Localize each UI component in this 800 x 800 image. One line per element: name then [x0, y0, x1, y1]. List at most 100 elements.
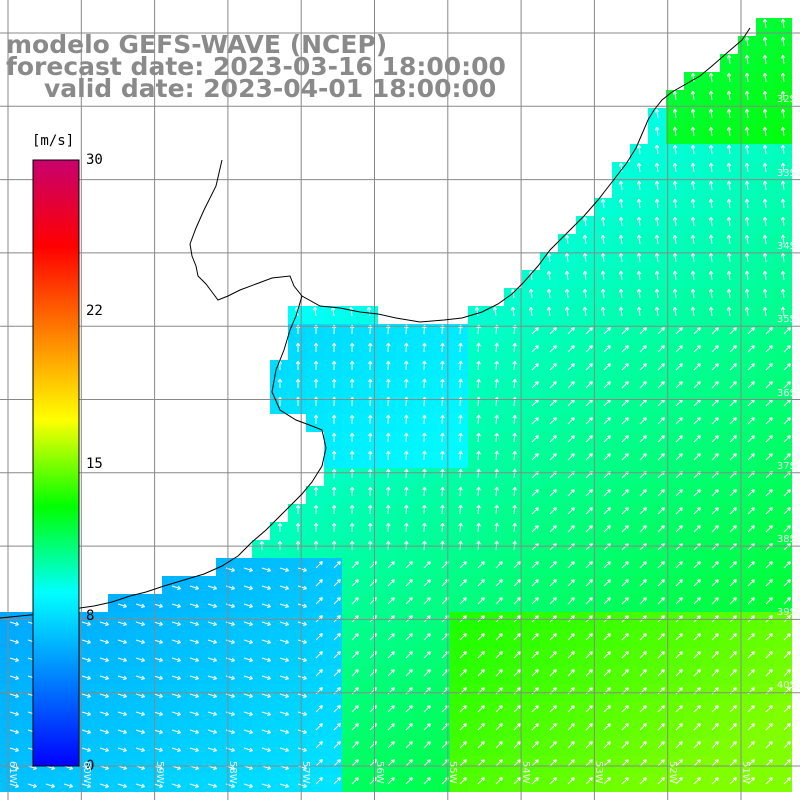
wind-arrow-head [285, 747, 289, 752]
wind-arrow-head [606, 741, 611, 746]
wind-arrow-head [780, 36, 786, 41]
wind-arrow [729, 777, 737, 785]
wind-arrow-head [390, 741, 395, 746]
wind-arrow [693, 525, 701, 533]
wind-arrow-head [654, 288, 660, 293]
wind-arrow-head [744, 144, 750, 149]
wind-arrow-head [696, 561, 701, 566]
wind-arrow-head [786, 723, 791, 728]
wind-arrow-head [618, 216, 624, 221]
wind-arrow-head [267, 729, 271, 734]
wind-arrow [603, 489, 611, 497]
wind-arrow-head [762, 162, 768, 167]
wind-arrow-head [750, 723, 755, 728]
wind-arrow [279, 603, 289, 608]
wind-arrow [764, 163, 767, 173]
wind-arrow [153, 639, 163, 644]
wind-arrow-head [159, 693, 163, 698]
wind-arrow [297, 747, 307, 752]
wind-arrow [459, 414, 462, 425]
wind-arrow [207, 711, 217, 716]
wind-arrow-head [15, 657, 19, 662]
wind-arrow-head [696, 345, 701, 350]
wind-arrow-head [570, 345, 575, 350]
wind-arrow [279, 711, 289, 716]
wind-arrow-head [654, 162, 660, 167]
wind-arrow [764, 91, 767, 101]
wind-arrow [711, 435, 719, 443]
wind-arrow-head [660, 345, 665, 350]
wind-arrow [674, 271, 677, 281]
wind-arrow [531, 759, 539, 767]
wind-arrow-head [303, 711, 307, 716]
wind-arrow-head [588, 507, 593, 512]
wind-arrow [171, 603, 181, 608]
wind-arrow [423, 540, 426, 551]
wind-arrow [584, 235, 587, 245]
wind-arrow [405, 522, 407, 533]
wind-arrow [333, 651, 341, 659]
wind-arrow-head [213, 711, 217, 716]
wind-arrow [782, 307, 785, 317]
wind-arrow [495, 633, 503, 641]
wind-arrow [405, 414, 407, 425]
wind-arrow-head [768, 417, 773, 422]
wind-arrow-head [195, 783, 199, 788]
wind-arrow-head [636, 252, 642, 257]
wind-arrow [477, 486, 480, 497]
wind-arrow [171, 621, 181, 626]
wind-arrow-head [714, 381, 719, 386]
wind-arrow-head [367, 522, 373, 527]
wind-arrow [477, 540, 480, 551]
wind-arrow [261, 747, 271, 752]
wind-arrow [638, 217, 641, 227]
wind-arrow [117, 639, 127, 644]
wind-arrow [477, 522, 480, 533]
wind-arrow [423, 522, 426, 533]
wind-arrow-head [354, 633, 359, 638]
wind-arrow [351, 669, 359, 677]
wind-arrow-head [498, 669, 503, 674]
wind-arrow [477, 396, 480, 407]
wind-arrow-head [660, 615, 665, 620]
wind-arrow [783, 651, 791, 659]
wind-arrow-head [606, 453, 611, 458]
wind-arrow-head [744, 252, 750, 257]
wind-arrow-head [285, 603, 289, 608]
wind-arrow-head [331, 522, 337, 527]
wind-arrow [513, 415, 516, 425]
wind-arrow [441, 396, 444, 407]
wind-arrow [549, 525, 557, 533]
wind-arrow-head [624, 561, 629, 566]
wind-arrow-head [660, 579, 665, 584]
wind-arrow-head [672, 288, 678, 293]
wind-arrow [369, 651, 377, 659]
wind-arrow-head [726, 306, 732, 311]
wind-arrow-head [750, 453, 755, 458]
wind-arrow-head [87, 639, 91, 644]
wind-arrow [9, 621, 19, 626]
wind-arrow [585, 597, 593, 605]
wind-arrow-head [177, 693, 181, 698]
wind-arrow-head [786, 633, 791, 638]
wind-arrow-head [494, 540, 499, 545]
wind-arrow-head [786, 417, 791, 422]
wind-arrow-head [177, 783, 181, 788]
wind-arrow-head [780, 144, 786, 149]
wind-arrow-head [660, 435, 665, 440]
wind-arrow [549, 615, 557, 623]
wind-arrow [513, 561, 521, 569]
wind-arrow-head [696, 381, 701, 386]
wind-arrow-head [546, 252, 552, 257]
wind-arrow [693, 651, 701, 659]
wind-arrow-head [588, 597, 593, 602]
wind-arrow [549, 453, 557, 461]
wind-arrow-head [696, 597, 701, 602]
wind-arrow [674, 127, 677, 137]
wind-arrow-head [732, 723, 737, 728]
wind-arrow [656, 127, 659, 137]
wind-arrow [315, 561, 323, 569]
wind-arrow [585, 525, 593, 533]
wind-arrow-head [462, 723, 467, 728]
wind-arrow [621, 417, 629, 425]
